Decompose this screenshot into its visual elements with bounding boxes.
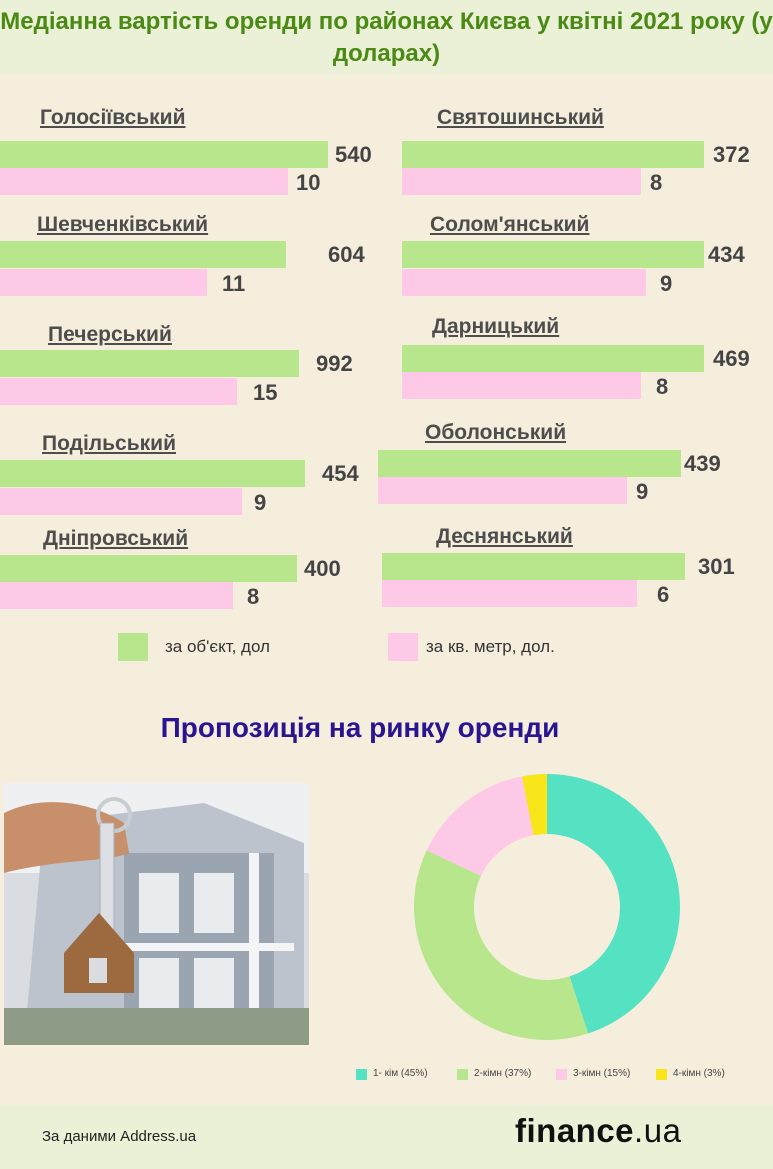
bar-per-object xyxy=(402,345,704,372)
value-label-per-sqm: 8 xyxy=(656,374,669,399)
pie-legend-swatch xyxy=(457,1069,468,1080)
legend-label-per-sqm: за кв. метр, дол. xyxy=(426,637,555,656)
district-label: Оболонський xyxy=(425,421,567,444)
pie-legend-label: 2-кімн (37%) xyxy=(474,1068,532,1079)
district-label: Святошинський xyxy=(437,106,604,129)
value-label-per-object: 301 xyxy=(698,554,735,579)
value-label-per-sqm: 6 xyxy=(657,582,670,607)
value-label-per-object: 372 xyxy=(713,142,750,167)
value-label-per-object: 469 xyxy=(713,346,750,371)
district-label: Печерський xyxy=(48,323,172,346)
value-label-per-object: 439 xyxy=(684,451,721,476)
bar-per-sqm xyxy=(0,582,233,609)
pie-legend-swatch xyxy=(356,1069,367,1080)
district-label: Шевченківський xyxy=(37,213,209,236)
bar-per-sqm xyxy=(0,269,207,296)
bar-per-object xyxy=(378,450,681,477)
district-label: Деснянський xyxy=(436,525,573,548)
district-label: Дніпровський xyxy=(43,527,189,550)
bar-per-object xyxy=(402,141,704,168)
bar-per-object xyxy=(0,141,328,168)
value-label-per-object: 604 xyxy=(328,242,365,267)
bar-per-sqm xyxy=(0,378,237,405)
bar-per-sqm xyxy=(382,580,637,607)
bar-per-object xyxy=(0,555,297,582)
brand-suffix: .ua xyxy=(634,1112,682,1149)
value-label-per-object: 400 xyxy=(304,556,341,581)
bar-per-sqm xyxy=(402,372,641,399)
legend-swatch-per-sqm xyxy=(388,633,418,661)
header-band xyxy=(0,0,773,75)
pie-legend-label: 1- кім (45%) xyxy=(373,1068,428,1079)
bar-per-object xyxy=(382,553,685,580)
bar-per-object xyxy=(402,241,704,268)
brand-logo: finance.ua xyxy=(515,1112,681,1150)
bar-per-sqm xyxy=(402,168,641,195)
district-label: Голосіївський xyxy=(40,106,186,129)
district-label: Подільський xyxy=(42,432,176,455)
value-label-per-object: 992 xyxy=(316,351,353,376)
district-label: Дарницький xyxy=(432,315,560,338)
brand-main: finance xyxy=(515,1112,635,1149)
pie-legend-label: 4-кімн (3%) xyxy=(673,1068,725,1079)
bar-per-object xyxy=(0,350,299,377)
legend-label-per-object: за об'єкт, дол xyxy=(165,637,270,656)
value-label-per-sqm: 15 xyxy=(253,380,278,405)
value-label-per-sqm: 11 xyxy=(222,271,246,296)
source-note: За даними Address.ua xyxy=(42,1128,197,1145)
value-label-per-object: 454 xyxy=(322,461,359,486)
bar-per-object xyxy=(0,241,286,268)
pie-legend-swatch xyxy=(656,1069,667,1080)
value-label-per-sqm: 8 xyxy=(650,170,663,195)
bar-per-sqm xyxy=(0,168,288,195)
value-label-per-object: 540 xyxy=(335,142,372,167)
bar-per-sqm xyxy=(402,269,646,296)
pie-legend-label: 3-кімн (15%) xyxy=(573,1068,631,1079)
value-label-per-sqm: 10 xyxy=(296,170,321,195)
value-label-per-sqm: 9 xyxy=(636,479,649,504)
footer-band xyxy=(0,1105,773,1169)
value-label-per-sqm: 8 xyxy=(247,584,260,609)
key-house-photo xyxy=(4,783,309,1045)
bar-per-object xyxy=(0,460,305,487)
page-title: Медіанна вартість оренди по районах Києв… xyxy=(0,8,773,67)
pie-legend-swatch xyxy=(556,1069,567,1080)
bar-per-sqm xyxy=(0,488,242,515)
subtitle: Пропозиція на ринку оренди xyxy=(160,712,560,743)
legend-swatch-per-object xyxy=(118,633,148,661)
bar-per-sqm xyxy=(378,477,627,504)
district-label: Солом'янський xyxy=(430,213,590,236)
value-label-per-sqm: 9 xyxy=(660,271,673,296)
value-label-per-object: 434 xyxy=(708,242,745,267)
value-label-per-sqm: 9 xyxy=(254,490,267,515)
